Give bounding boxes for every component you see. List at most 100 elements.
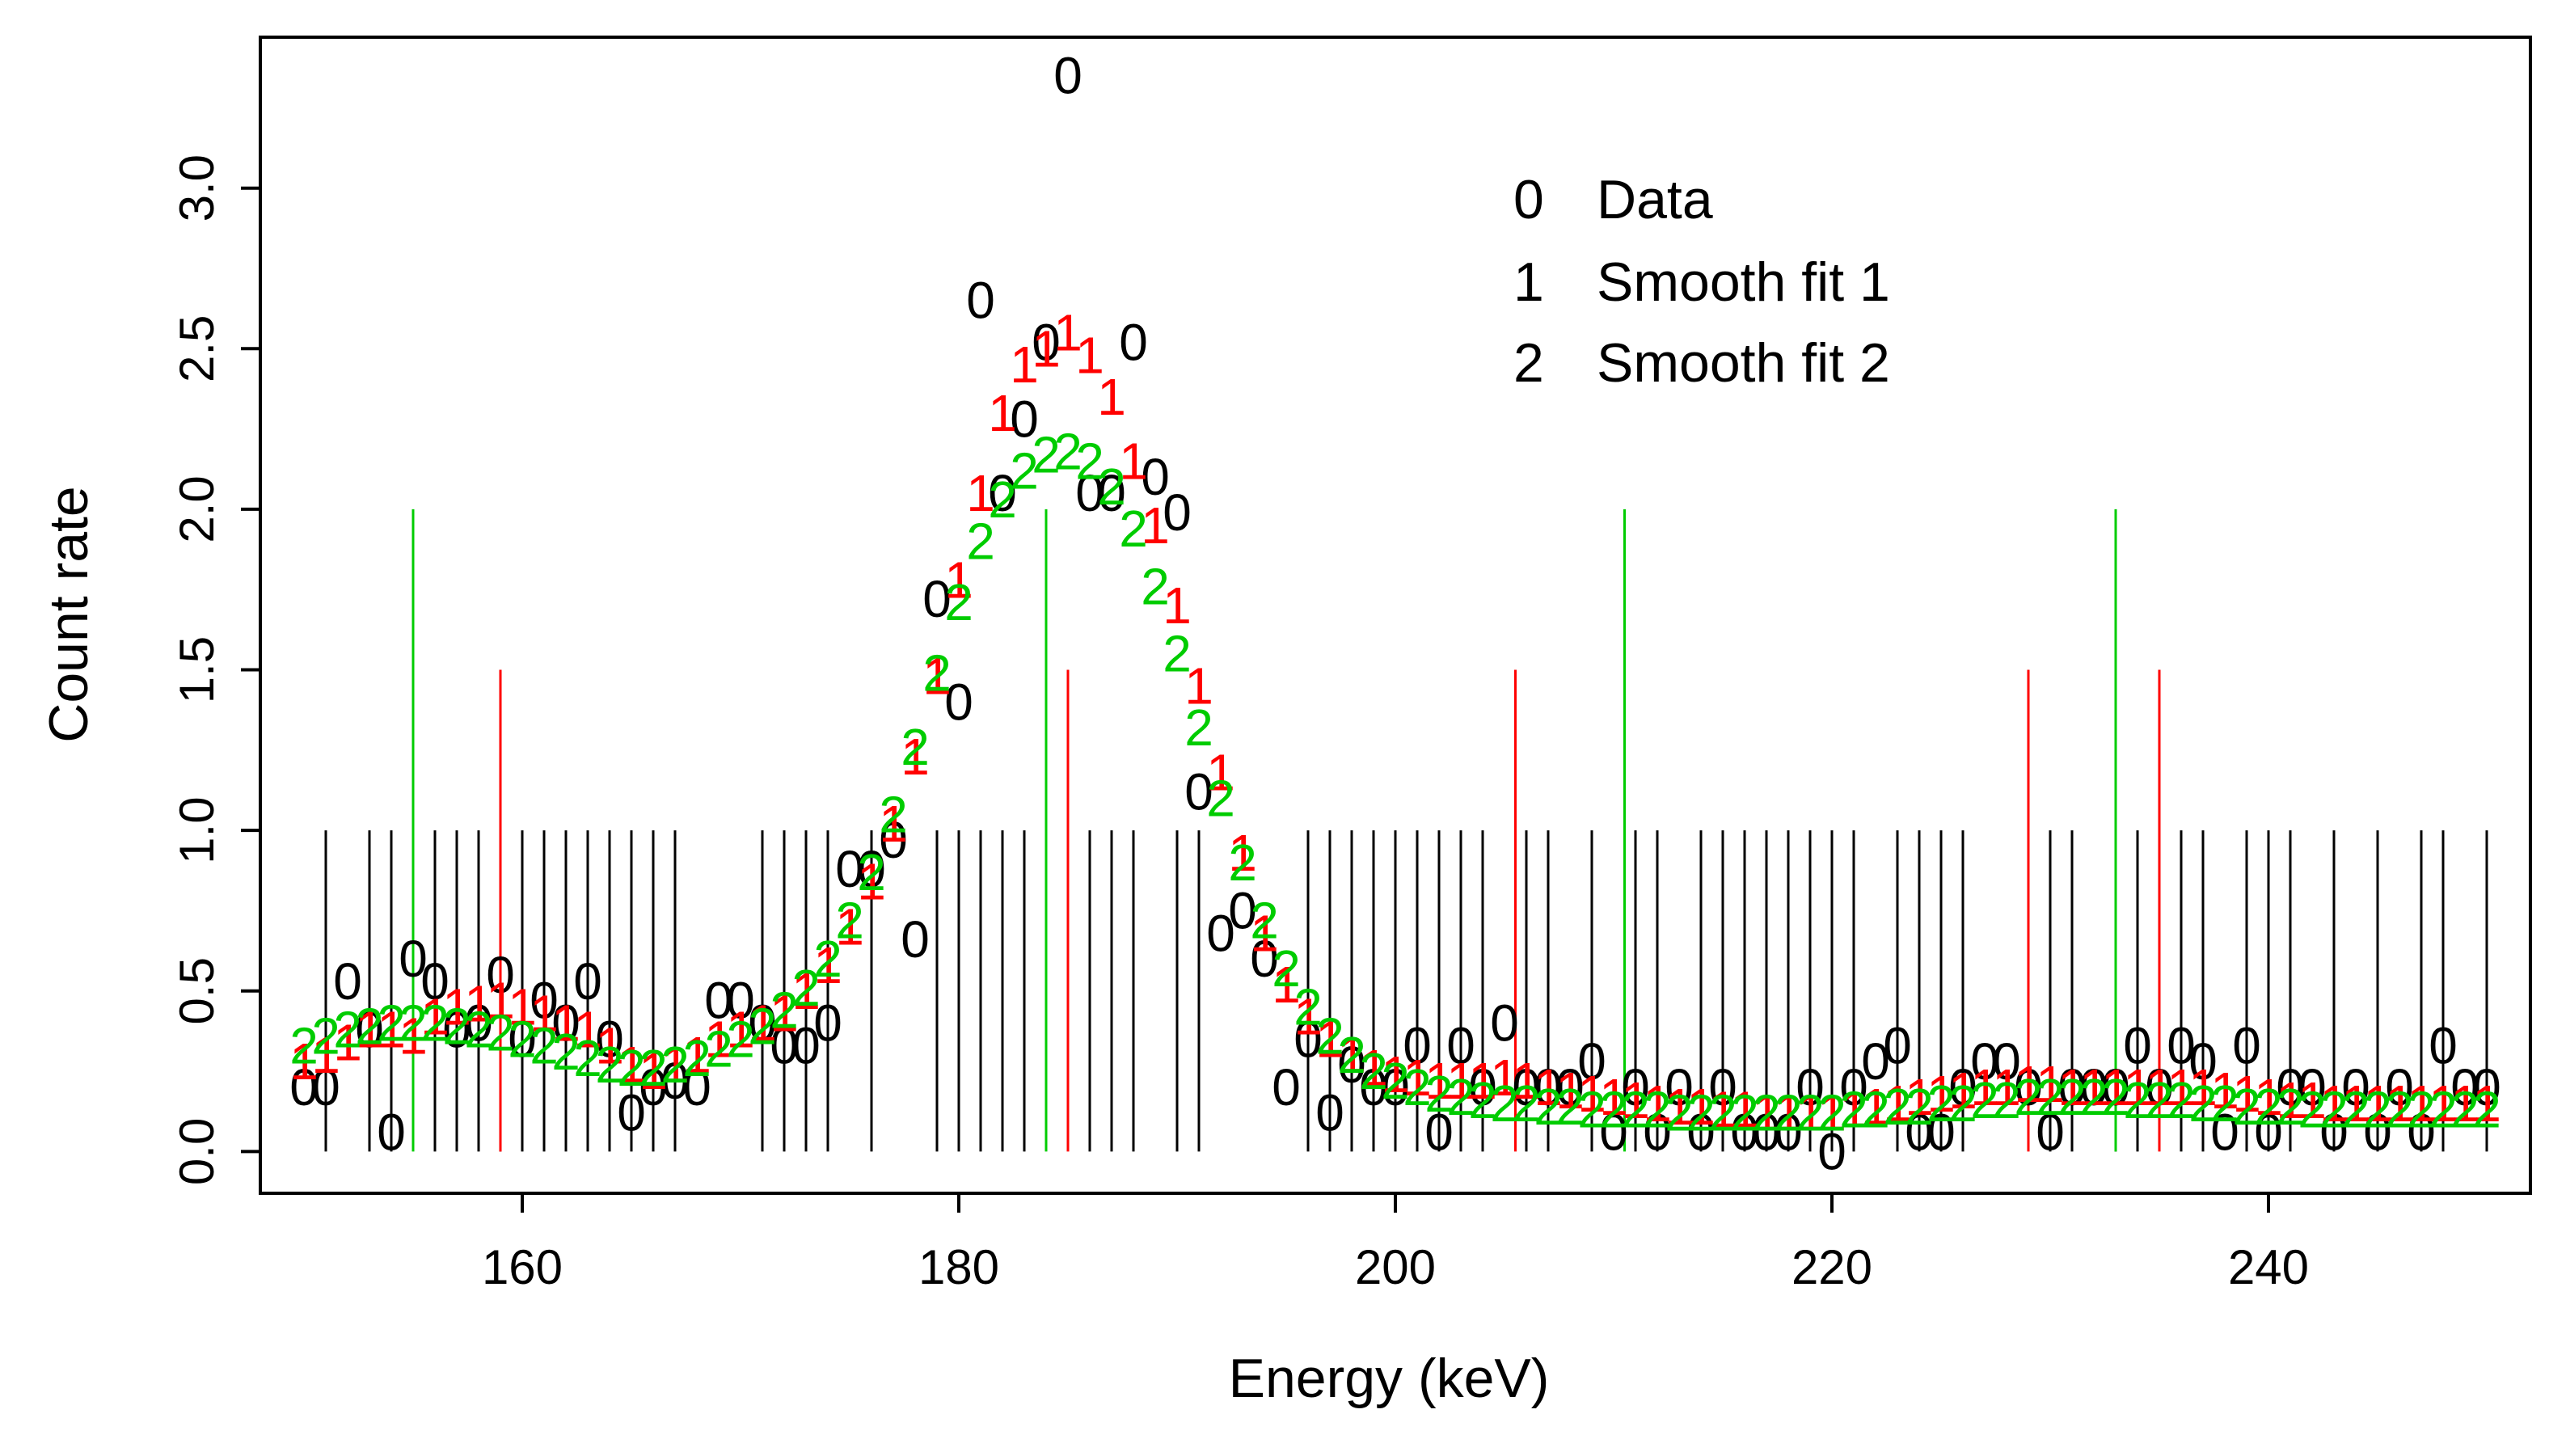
point-smooth-fit-2-25: 2	[835, 891, 864, 949]
point-smooth-fit-2-89: 2	[2232, 1078, 2261, 1136]
point-smooth-fit-1-41: 1	[1184, 656, 1213, 715]
legend-symbol-data: 0	[1513, 169, 1544, 230]
point-data-39: 0	[1141, 448, 1170, 506]
vertical-lines	[324, 509, 2488, 1152]
point-smooth-fit-2-99: 2	[2450, 1081, 2479, 1139]
point-data-66: 0	[1730, 1104, 1759, 1162]
point-smooth-fit-2-62: 2	[1643, 1081, 1672, 1139]
point-smooth-fit-1-13: 1	[573, 1000, 602, 1058]
point-data-30: 0	[944, 673, 973, 731]
point-smooth-fit-2-55: 2	[1490, 1074, 1519, 1133]
point-smooth-fit-2-12: 2	[551, 1023, 580, 1081]
point-data-93: 0	[2319, 1104, 2349, 1162]
point-smooth-fit-1-26: 1	[857, 853, 886, 911]
point-smooth-fit-2-47: 2	[1315, 1007, 1344, 1065]
x-tick-label-1: 180	[918, 1240, 999, 1294]
point-smooth-fit-1-69: 1	[1796, 1084, 1825, 1142]
point-data-15: 0	[617, 1084, 646, 1142]
y-tick-label-6: 3.0	[170, 154, 224, 222]
point-smooth-fit-2-88: 2	[2210, 1074, 2239, 1133]
x-axis-title: Energy (keV)	[1229, 1348, 1550, 1409]
point-data-12: 0	[551, 994, 580, 1052]
point-smooth-fit-2-51: 2	[1403, 1058, 1432, 1116]
point-smooth-fit-1-51: 1	[1403, 1049, 1432, 1107]
x-tick-label-3: 220	[1791, 1240, 1872, 1294]
point-smooth-fit-2-48: 2	[1337, 1026, 1366, 1084]
point-smooth-fit-2-63: 2	[1665, 1084, 1694, 1142]
x-tick-label-2: 200	[1355, 1240, 1436, 1294]
point-data-36: 0	[1075, 464, 1104, 522]
point-smooth-fit-2-2: 2	[333, 1000, 362, 1058]
point-smooth-fit-1-16: 1	[639, 1042, 668, 1100]
point-smooth-fit-2-17: 2	[660, 1036, 690, 1094]
point-smooth-fit-2-29: 2	[922, 644, 952, 703]
point-smooth-fit-1-83: 1	[2101, 1058, 2130, 1116]
point-smooth-fit-2-76: 2	[1948, 1074, 1977, 1133]
point-smooth-fit-2-90: 2	[2254, 1078, 2283, 1136]
point-smooth-fit-2-9: 2	[486, 1003, 515, 1061]
series-smooth-fit-1: 1111111111111111111111111111111111111111…	[289, 303, 2501, 1142]
point-smooth-fit-1-23: 1	[791, 962, 821, 1020]
point-data-65: 0	[1708, 1058, 1737, 1116]
point-smooth-fit-1-28: 1	[901, 728, 930, 786]
point-smooth-fit-2-22: 2	[770, 981, 799, 1040]
point-smooth-fit-1-49: 1	[1359, 1039, 1388, 1097]
point-data-4: 0	[377, 1104, 406, 1162]
point-smooth-fit-1-37: 1	[1097, 368, 1126, 426]
point-smooth-fit-2-24: 2	[813, 930, 842, 988]
point-smooth-fit-2-14: 2	[595, 1036, 624, 1094]
point-smooth-fit-1-82: 1	[2079, 1058, 2108, 1116]
series-smooth-fit-2: 2222222222222222222222222222222222222222…	[289, 422, 2501, 1142]
point-smooth-fit-1-62: 1	[1643, 1074, 1672, 1133]
point-smooth-fit-1-71: 1	[1839, 1081, 1868, 1139]
point-smooth-fit-1-4: 1	[377, 1000, 406, 1058]
point-data-49: 0	[1359, 1058, 1388, 1116]
point-data-35: 0	[1053, 47, 1082, 105]
point-smooth-fit-1-88: 1	[2210, 1061, 2239, 1120]
point-data-5: 0	[399, 930, 428, 988]
point-smooth-fit-2-64: 2	[1686, 1084, 1716, 1142]
point-smooth-fit-2-66: 2	[1730, 1084, 1759, 1142]
point-smooth-fit-1-65: 1	[1708, 1081, 1737, 1139]
point-smooth-fit-2-40: 2	[1163, 625, 1192, 683]
point-smooth-fit-1-29: 1	[922, 647, 952, 705]
point-data-64: 0	[1686, 1104, 1716, 1162]
point-smooth-fit-1-22: 1	[770, 985, 799, 1043]
point-smooth-fit-1-17: 1	[660, 1036, 690, 1094]
point-smooth-fit-1-47: 1	[1315, 1010, 1344, 1068]
point-data-62: 0	[1643, 1104, 1672, 1162]
point-data-92: 0	[2298, 1058, 2327, 1116]
point-data-8: 0	[464, 994, 493, 1052]
point-smooth-fit-2-35: 2	[1053, 422, 1082, 480]
point-data-46: 0	[1293, 1010, 1323, 1068]
point-smooth-fit-1-59: 1	[1577, 1065, 1606, 1123]
point-data-53: 0	[1446, 1016, 1475, 1074]
point-smooth-fit-1-20: 1	[726, 1000, 755, 1058]
point-data-47: 0	[1315, 1084, 1344, 1142]
point-smooth-fit-2-34: 2	[1032, 425, 1061, 483]
point-smooth-fit-1-24: 1	[813, 936, 842, 994]
point-data-20: 0	[726, 972, 755, 1030]
point-data-100: 0	[2472, 1058, 2501, 1116]
point-data-63: 0	[1665, 1058, 1694, 1116]
point-data-57: 0	[1534, 1058, 1563, 1116]
point-data-6: 0	[420, 952, 449, 1011]
y-tick-label-4: 2.0	[170, 475, 224, 542]
point-smooth-fit-2-30: 2	[944, 573, 973, 631]
point-smooth-fit-2-73: 2	[1883, 1078, 1912, 1136]
point-smooth-fit-2-36: 2	[1075, 432, 1104, 490]
point-smooth-fit-1-36: 1	[1075, 326, 1104, 384]
point-smooth-fit-1-56: 1	[1512, 1052, 1541, 1110]
point-data-99: 0	[2450, 1058, 2479, 1116]
point-smooth-fit-2-79: 2	[2014, 1068, 2043, 1126]
point-smooth-fit-2-91: 2	[2276, 1078, 2305, 1136]
point-smooth-fit-2-3: 2	[355, 997, 384, 1055]
point-smooth-fit-1-87: 1	[2188, 1058, 2218, 1116]
point-smooth-fit-1-18: 1	[682, 1026, 711, 1084]
point-smooth-fit-2-18: 2	[682, 1029, 711, 1087]
point-data-55: 0	[1490, 994, 1519, 1052]
point-smooth-fit-1-9: 1	[486, 972, 515, 1030]
point-data-59: 0	[1577, 1032, 1606, 1091]
point-data-34: 0	[1032, 313, 1061, 371]
point-data-1: 0	[311, 1058, 340, 1116]
